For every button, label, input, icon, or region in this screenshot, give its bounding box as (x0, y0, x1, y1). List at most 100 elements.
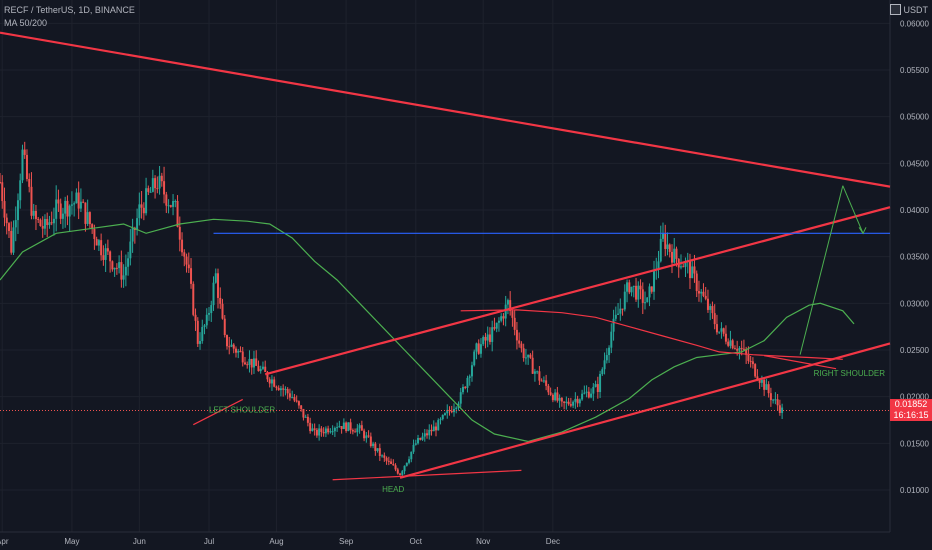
candle-body (450, 410, 453, 413)
candle-body (394, 465, 397, 470)
candle-body (97, 240, 100, 246)
candle-body (747, 354, 750, 361)
candle-body (673, 248, 676, 263)
candle-body (234, 348, 237, 353)
currency-icon (889, 4, 901, 15)
candle-body (724, 333, 727, 342)
candle-body (781, 407, 784, 413)
y-tick-label: 0.01500 (900, 439, 929, 448)
candle-body (172, 201, 175, 207)
candle-body (363, 430, 366, 439)
candle-body (300, 405, 303, 409)
candle-body (497, 320, 500, 323)
candle-body (14, 220, 17, 228)
candle-body (378, 448, 381, 456)
candle-body (745, 348, 748, 355)
candle-body (336, 427, 339, 429)
candle-body (349, 422, 352, 431)
candle-body (599, 374, 602, 393)
candle-body (520, 343, 523, 349)
candle-body (511, 311, 514, 318)
ma200-line (460, 309, 843, 360)
candle-body (219, 297, 222, 304)
candle-body (664, 232, 667, 249)
candle-body (583, 392, 586, 394)
candle-body (221, 303, 224, 319)
candle-body (367, 435, 370, 437)
candle-body (479, 344, 482, 354)
candle-body (605, 355, 608, 361)
y-tick-label: 0.06000 (900, 19, 929, 28)
candle-body (106, 248, 109, 252)
candle-body (617, 313, 620, 315)
candle-body (560, 397, 563, 402)
candle-body (374, 443, 377, 451)
candle-body (682, 266, 685, 268)
candle-body (30, 186, 33, 216)
candle-body (675, 248, 678, 259)
candle-body (39, 219, 42, 227)
candle-body (769, 393, 772, 401)
candle-body (342, 422, 345, 430)
indicator-title[interactable]: MA 50/200 (4, 18, 48, 28)
candle-body (628, 282, 631, 293)
candle-body (3, 201, 6, 218)
candle-body (623, 291, 626, 310)
candle-body (410, 451, 413, 460)
candle-body (461, 386, 464, 393)
candle-body (473, 351, 476, 366)
candle-body (430, 429, 433, 432)
candle-body (151, 178, 154, 192)
candle-body (500, 316, 503, 321)
candle-body (387, 460, 390, 462)
candle-body (286, 389, 289, 394)
candle-body (646, 297, 649, 303)
candle-body (55, 199, 58, 219)
candle-body (527, 354, 530, 358)
candle-body (10, 230, 13, 253)
x-tick-label: Nov (476, 537, 490, 546)
currency-badge[interactable]: USDT (889, 4, 928, 15)
candle-body (399, 473, 402, 475)
candle-body (385, 457, 388, 461)
candle-body (66, 200, 69, 217)
candle-body (261, 366, 264, 369)
candle-body (86, 212, 89, 224)
candle-body (554, 392, 557, 401)
x-tick-label: Sep (339, 537, 354, 546)
candle-body (320, 428, 323, 432)
candle-body (630, 286, 633, 293)
descending-resistance-line (0, 31, 891, 188)
candle-body (486, 334, 489, 341)
ma50-line (0, 218, 855, 443)
candle-body (210, 305, 213, 314)
candle-body (603, 360, 606, 370)
candle-body (437, 420, 440, 431)
y-tick-label: 0.03500 (900, 253, 929, 262)
candle-body (120, 262, 123, 280)
candle-body (315, 429, 318, 436)
candle-body (297, 401, 300, 406)
candle-body (48, 222, 51, 226)
candle-body (203, 325, 206, 327)
candle-body (279, 388, 282, 391)
last-price-value: 0.01852 (894, 399, 928, 410)
candle-body (426, 433, 429, 436)
candle-body (160, 175, 163, 182)
candle-body (21, 149, 24, 181)
candle-body (778, 405, 781, 413)
candle-body (178, 226, 181, 240)
candle-body (288, 393, 291, 398)
candle-body (506, 300, 509, 305)
candle-body (670, 251, 673, 263)
candle-body (309, 422, 312, 432)
candle-body (596, 384, 599, 393)
candle-body (169, 205, 172, 207)
candle-body (124, 266, 127, 276)
candle-body (246, 364, 249, 366)
candle-body (223, 318, 226, 336)
candle-body (459, 392, 462, 404)
candle-body (587, 391, 590, 398)
